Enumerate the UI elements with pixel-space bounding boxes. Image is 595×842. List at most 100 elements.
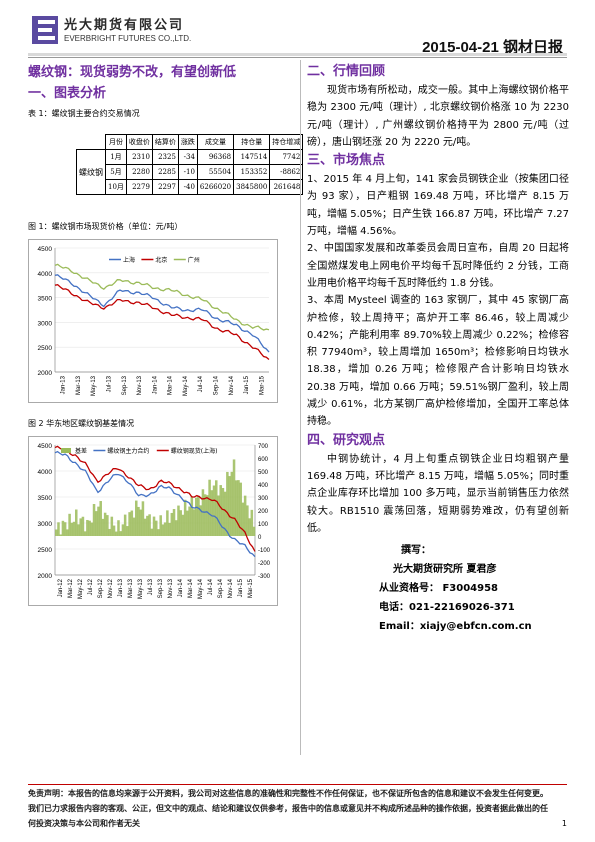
basis-bar bbox=[195, 497, 198, 536]
basis-bar bbox=[181, 514, 185, 536]
table-caption: 表 1：螺纹钢主要合约交易情况 bbox=[28, 109, 140, 118]
basis-bar bbox=[110, 516, 114, 536]
basis-bar bbox=[179, 510, 182, 536]
basis-bar bbox=[159, 515, 162, 536]
x-tick-label: Jan-13 bbox=[61, 375, 67, 394]
author-cert: 从业资格号： F3004958 bbox=[379, 583, 499, 595]
x-tick-label: Jan-12 bbox=[58, 578, 64, 597]
table-header-cell: 结算价 bbox=[151, 134, 179, 150]
section-research-view: 四、研究观点 bbox=[307, 432, 386, 448]
y-tick-label: 2000 bbox=[38, 370, 53, 377]
y-tick-label: 4000 bbox=[38, 271, 53, 278]
y2-tick-label: -200 bbox=[258, 561, 271, 567]
basis-bar bbox=[66, 529, 69, 536]
view-paragraph: 中钢协统计，4 月上旬重点钢铁企业日均粗钢产量 169.48 万吨，环比增产 8… bbox=[307, 453, 569, 534]
table-cell: 7742 bbox=[269, 149, 304, 165]
y-tick-label: 2500 bbox=[38, 345, 53, 352]
legend-label: 北京 bbox=[155, 256, 167, 264]
basis-bar bbox=[237, 480, 240, 536]
table-header-cell: 成交量 bbox=[196, 134, 235, 150]
y2-tick-label: 0 bbox=[258, 535, 262, 541]
basis-bar bbox=[163, 522, 167, 536]
table-header-row: 月份 收盘价 结算价 涨跌 成交量 持仓量 持仓增减 bbox=[77, 134, 304, 150]
basis-bar bbox=[141, 501, 145, 536]
basis-chart-container: 4500 4000 3500 3000 2500 2000 700 600 500 400 300 2… bbox=[28, 436, 278, 606]
basis-bar bbox=[59, 534, 62, 536]
y-tick-label: 3000 bbox=[38, 320, 53, 327]
basis-bar bbox=[99, 501, 102, 536]
basis-bar bbox=[175, 520, 178, 536]
x-tick-label: Nov-13 bbox=[137, 375, 143, 395]
x-tick-label: May-13 bbox=[91, 375, 97, 396]
basis-bar bbox=[199, 505, 202, 536]
basis-bar bbox=[88, 520, 91, 536]
header-divider bbox=[28, 53, 567, 56]
x-tick-label: Nov-14 bbox=[228, 578, 234, 598]
basis-bar bbox=[168, 522, 171, 536]
x-tick-label: Jan-14 bbox=[152, 375, 158, 394]
basis-bar bbox=[57, 522, 60, 536]
basis-bar bbox=[135, 500, 138, 536]
series-line-螺纹钢现货(上海) bbox=[54, 445, 256, 552]
section-chart-analysis: 一、图表分析 bbox=[28, 86, 107, 101]
table-cell: 2279 bbox=[125, 179, 153, 195]
basis-bar bbox=[63, 522, 67, 536]
legend-label: 广州 bbox=[188, 256, 200, 264]
basis-bar bbox=[212, 485, 216, 536]
basis-line-chart: 4500400035003000250020007006005004003002… bbox=[38, 443, 271, 599]
x-tick-label: Jan-14 bbox=[178, 578, 184, 597]
table-cell: 2280 bbox=[125, 164, 153, 180]
x-tick-label: Jul-14 bbox=[208, 578, 214, 595]
legend-swatch bbox=[61, 448, 71, 453]
table-cell: 10月 bbox=[105, 179, 127, 195]
section-market-focus: 三、市场焦点 bbox=[307, 153, 386, 169]
table-cell: 3845800 bbox=[233, 179, 271, 195]
basis-bar bbox=[75, 509, 78, 536]
basis-bar bbox=[239, 482, 242, 536]
y-tick-label: 4500 bbox=[38, 443, 53, 450]
basis-bar bbox=[86, 519, 89, 536]
y2-tick-label: 600 bbox=[258, 457, 269, 463]
basis-bar bbox=[108, 528, 111, 536]
table-cell: 1月 bbox=[105, 149, 127, 165]
table-header-cell: 涨跌 bbox=[177, 134, 198, 150]
y-tick-label: 2500 bbox=[38, 547, 53, 554]
x-tick-label: Jan-13 bbox=[118, 578, 124, 597]
focus-paragraph-2: 2、中国国家发展和改革委员会周日宣布，自周 20 日起将全国燃煤发电上网电价平均… bbox=[307, 243, 569, 289]
basis-bar bbox=[77, 524, 80, 536]
basis-bar bbox=[103, 512, 107, 536]
basis-bar bbox=[83, 531, 87, 536]
focus-paragraph-1: 1、2015 年 4 月上旬，141 家会员钢铁企业（按集团口径为 93 家），… bbox=[307, 174, 569, 238]
y2-tick-label: 300 bbox=[258, 496, 269, 502]
series-line-广州 bbox=[54, 263, 270, 331]
y-tick-label: 4000 bbox=[38, 469, 53, 476]
x-tick-label: Jul-13 bbox=[107, 375, 113, 392]
author-phone: 电话：021-22169026-371 bbox=[379, 602, 515, 614]
x-tick-label: May-12 bbox=[78, 578, 84, 599]
company-name-en: EVERBRIGHT FUTURES CO.,LTD. bbox=[64, 34, 192, 43]
table-cell: 2325 bbox=[151, 149, 179, 165]
y2-tick-label: 700 bbox=[258, 444, 269, 450]
basis-bar bbox=[241, 502, 245, 536]
y-tick-label: 2000 bbox=[38, 573, 53, 580]
header-divider-thin bbox=[28, 57, 567, 58]
company-logo bbox=[32, 16, 58, 44]
series-line-北京 bbox=[54, 284, 270, 360]
x-tick-label: Sep-13 bbox=[122, 375, 128, 395]
basis-bar bbox=[70, 522, 74, 536]
y2-tick-label: 100 bbox=[258, 522, 269, 528]
x-tick-label: Sep-14 bbox=[218, 578, 224, 598]
basis-bar bbox=[97, 506, 100, 536]
basis-bar bbox=[226, 471, 229, 536]
basis-bar bbox=[115, 531, 118, 536]
x-tick-label: Nov-14 bbox=[229, 375, 235, 395]
basis-bar bbox=[161, 524, 165, 536]
disclaimer: 免责声明：本报告的信息均来源于公开资料，我公司对这些信息的准确性和完整性不作任何… bbox=[28, 789, 548, 828]
author-name: 光大期货研究所 夏君彦 bbox=[393, 564, 497, 576]
basis-bar bbox=[250, 509, 254, 536]
basis-bar bbox=[190, 496, 194, 536]
basis-bar bbox=[246, 505, 249, 536]
legend-label: 螺纹钢现货(上海) bbox=[171, 447, 218, 455]
basis-bar bbox=[137, 506, 140, 536]
table-cell: 96368 bbox=[196, 149, 235, 165]
